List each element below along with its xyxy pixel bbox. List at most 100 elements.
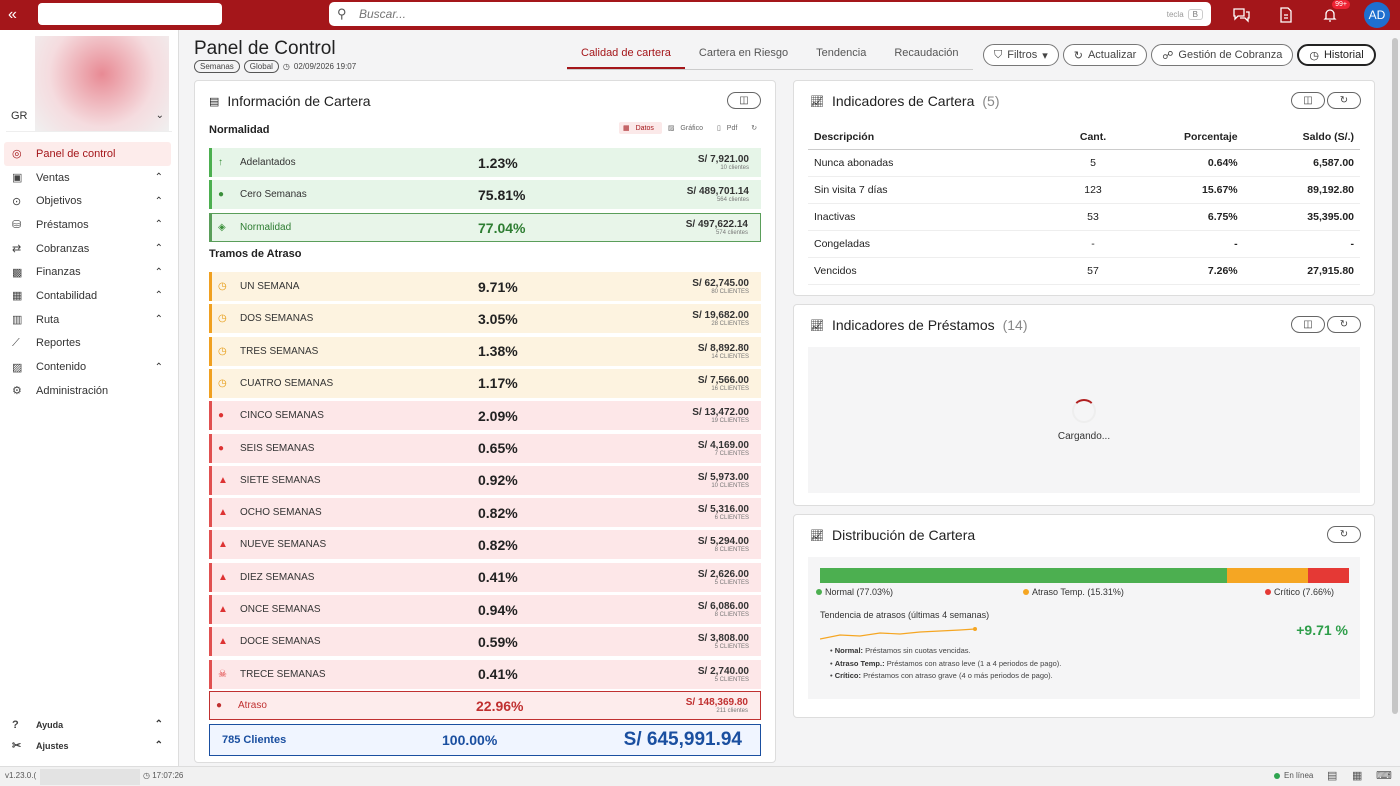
- legend-item: Crítico (7.66%): [1265, 587, 1334, 597]
- row-amount-cell: S/ 2,626.00 5 CLIENTES: [621, 569, 761, 586]
- gear-icon: ⚙: [12, 385, 22, 398]
- scrollbar[interactable]: [1392, 38, 1398, 714]
- distribution-segment[interactable]: [820, 568, 1228, 583]
- portfolio-row-un-semana[interactable]: ◷ UN SEMANA 9.71% S/ 62,745.00 80 CLIENT…: [209, 272, 761, 301]
- toggle-pdf[interactable]: ▯ Pdf: [713, 122, 745, 134]
- row-amount: S/ 19,682.00: [692, 310, 749, 322]
- sidebar-item-reportes[interactable]: ⟋ Reportes: [4, 332, 171, 356]
- org-selector[interactable]: GR ⌄: [6, 106, 172, 132]
- shield-icon: ◈: [218, 222, 226, 233]
- row-amount-cell: S/ 5,294.00 8 CLIENTES: [621, 536, 761, 553]
- columns-toggle-button[interactable]: ◫: [727, 92, 761, 109]
- sidebar-item-finanzas[interactable]: ▩ Finanzas ⌃: [4, 260, 171, 284]
- sidebar-item-contenido[interactable]: ▨ Contenido ⌃: [4, 355, 171, 379]
- document-icon[interactable]: [1274, 3, 1298, 27]
- indicator-count: (14): [1002, 317, 1028, 333]
- view-toggle: ▦ Datos ▨ Gráfico ▯ Pdf ↻: [619, 122, 761, 134]
- sidebar-item-contabilidad[interactable]: ▦ Contabilidad ⌃: [4, 284, 171, 308]
- refresh-button[interactable]: ↻ Actualizar: [1062, 44, 1148, 66]
- portfolio-row-cero-semanas[interactable]: ● Cero Semanas 75.81% S/ 489,701.14 564 …: [209, 180, 761, 209]
- portfolio-row-cinco-semanas[interactable]: ● CINCO SEMANAS 2.09% S/ 13,472.00 19 CL…: [209, 401, 761, 431]
- tab-cartera-riesgo[interactable]: Cartera en Riesgo: [698, 47, 789, 59]
- sidebar-item-ayuda[interactable]: ? Ayuda ⌃: [4, 714, 171, 735]
- tab-recaudacion[interactable]: Recaudación: [894, 47, 959, 59]
- table-row[interactable]: Inactivas 53 6.75% 35,395.00: [808, 203, 1360, 231]
- page-subtitle: Semanas Global ◷ 02/09/2026 19:07: [194, 60, 356, 73]
- row-clients: 7 CLIENTES: [714, 450, 749, 457]
- portfolio-row-adelantados[interactable]: ↑ Adelantados 1.23% S/ 7,921.00 10 clien…: [209, 148, 761, 177]
- toggle-datos[interactable]: ▦ Datos: [619, 122, 662, 134]
- row-percentage: 75.81%: [478, 186, 526, 203]
- toggle-grafico[interactable]: ▨ Gráfico: [664, 122, 711, 134]
- portfolio-row-nueve-semanas[interactable]: ▲ NUEVE SEMANAS 0.82% S/ 5,294.00 8 CLIE…: [209, 530, 761, 560]
- refresh-loans-button[interactable]: ↻: [1327, 316, 1361, 333]
- portfolio-row-trece-semanas[interactable]: ☠ TRECE SEMANAS 0.41% S/ 2,740.00 5 CLIE…: [209, 659, 761, 689]
- sidebar-item-ruta[interactable]: ▥ Ruta ⌃: [4, 308, 171, 332]
- columns-toggle-button[interactable]: ◫: [1291, 316, 1325, 333]
- portfolio-row-once-semanas[interactable]: ▲ ONCE SEMANAS 0.94% S/ 6,086.00 8 CLIEN…: [209, 595, 761, 624]
- portfolio-row-siete-semanas[interactable]: ▲ SIETE SEMANAS 0.92% S/ 5,973.00 10 CLI…: [209, 465, 761, 495]
- clipboard-icon[interactable]: ▤: [1327, 770, 1338, 782]
- org-search-field[interactable]: [38, 3, 222, 25]
- period-pill[interactable]: Semanas: [194, 60, 240, 73]
- table-row[interactable]: Nunca abonadas 5 0.64% 6,587.00: [808, 149, 1360, 177]
- portfolio-row-cuatro-semanas[interactable]: ◷ CUATRO SEMANAS 1.17% S/ 7,566.00 16 CL…: [209, 368, 761, 398]
- chat-icon[interactable]: [1229, 3, 1253, 27]
- portfolio-distribution-panel: 📈︎ Distribución de Cartera ↻ Tendencia d…: [793, 514, 1375, 718]
- portfolio-row-ocho-semanas[interactable]: ▲ OCHO SEMANAS 0.82% S/ 5,316.00 6 CLIEN…: [209, 498, 761, 528]
- row-percentage: 0.65%: [478, 440, 518, 456]
- tab-tendencia[interactable]: Tendencia: [816, 47, 867, 59]
- sidebar-item-ventas[interactable]: ▣ Ventas ⌃: [4, 166, 171, 190]
- row-label: Normalidad: [240, 222, 292, 233]
- sidebar-item-panel-de-control[interactable]: ◎ Panel de control: [4, 142, 171, 166]
- calculator-icon[interactable]: ▦: [1352, 770, 1363, 782]
- avatar[interactable]: AD: [1364, 2, 1390, 28]
- collapse-sidebar-icon[interactable]: «: [8, 6, 17, 23]
- sidebar-item-ajustes[interactable]: ✂ Ajustes ⌃: [4, 735, 171, 756]
- portfolio-row-normalidad-total[interactable]: ◈ Normalidad 77.04% S/ 497,622.14 574 cl…: [209, 213, 761, 242]
- portfolio-row-diez-semanas[interactable]: ▲ DIEZ SEMANAS 0.41% S/ 2,626.00 5 CLIEN…: [209, 562, 761, 592]
- refresh-indicators-button[interactable]: ↻: [1327, 92, 1361, 109]
- table-row[interactable]: Sin visita 7 días 123 15.67% 89,192.80: [808, 176, 1360, 204]
- panel-title: Distribución de Cartera: [831, 527, 976, 543]
- bell-icon[interactable]: 99+: [1318, 0, 1350, 27]
- sidebar-item-pr-stamos[interactable]: ⛁ Préstamos ⌃: [4, 213, 171, 237]
- portfolio-row-tres-semanas[interactable]: ◷ TRES SEMANAS 1.38% S/ 8,892.80 14 CLIE…: [209, 336, 761, 366]
- distribution-segment[interactable]: [1308, 568, 1349, 583]
- reload-icon[interactable]: ↻: [751, 125, 758, 132]
- table-row[interactable]: Congeladas - - -: [808, 230, 1360, 258]
- trend-value: +9.71 %: [1296, 622, 1348, 638]
- row-amount: S/ 7,921.00: [697, 154, 749, 165]
- portfolio-row-seis-semanas[interactable]: ● SEIS SEMANAS 0.65% S/ 4,169.00 7 CLIEN…: [209, 433, 761, 463]
- portfolio-row-dos-semanas[interactable]: ◷ DOS SEMANAS 3.05% S/ 19,682.00 28 CLIE…: [209, 304, 761, 334]
- portfolio-row-atraso-total[interactable]: ● Atraso 22.96% S/ 148,369.80 211 client…: [209, 691, 761, 720]
- row-percentage: 1.38%: [478, 343, 518, 360]
- portfolio-row-doce-semanas[interactable]: ▲ DOCE SEMANAS 0.59% S/ 3,808.00 5 CLIEN…: [209, 627, 761, 657]
- row-amount: S/ 62,745.00: [692, 278, 749, 289]
- sidebar-item-objetivos[interactable]: ⊙ Objetivos ⌃: [4, 189, 171, 213]
- cell-saldo: 27,915.80: [1243, 257, 1360, 285]
- cell-porcentaje: 7.26%: [1123, 257, 1244, 285]
- tab-calidad-cartera[interactable]: Calidad de cartera: [567, 44, 685, 69]
- filters-button[interactable]: ⛉ Filtros ▾: [983, 44, 1059, 66]
- note-key: Normal:: [834, 646, 864, 655]
- keyboard-icon[interactable]: ⌨: [1376, 770, 1392, 782]
- table-row[interactable]: Vencidos 57 7.26% 27,915.80: [808, 257, 1360, 285]
- sidebar-item-administraci-n[interactable]: ⚙ Administración: [4, 379, 171, 403]
- col-header-saldo: Saldo (S/.): [1243, 125, 1360, 150]
- distribution-segment[interactable]: [1227, 568, 1309, 583]
- org-name: GR: [11, 110, 28, 122]
- grand-total-pct: 100.00%: [442, 732, 498, 748]
- collection-management-button[interactable]: ☍ Gestión de Cobranza: [1151, 44, 1294, 66]
- sidebar-nav: ◎ Panel de control ▣ Ventas ⌃ ⊙ Objetivos…: [4, 142, 171, 403]
- search-input[interactable]: [359, 7, 1167, 21]
- note-item: • Crítico: Préstamos con atraso grave (4…: [830, 671, 1053, 680]
- scope-pill[interactable]: Global: [243, 60, 279, 73]
- history-button[interactable]: ◷ Historial: [1297, 44, 1376, 66]
- cell-porcentaje: -: [1123, 230, 1244, 258]
- sidebar-item-cobranzas[interactable]: ⇄ Cobranzas ⌃: [4, 237, 171, 261]
- refresh-distribution-button[interactable]: ↻: [1327, 526, 1361, 543]
- columns-toggle-button[interactable]: ◫: [1291, 92, 1325, 109]
- panel-header: 📈︎ Indicadores de Cartera (5): [810, 93, 1000, 109]
- global-search[interactable]: ⚲ tecla B: [329, 2, 1211, 26]
